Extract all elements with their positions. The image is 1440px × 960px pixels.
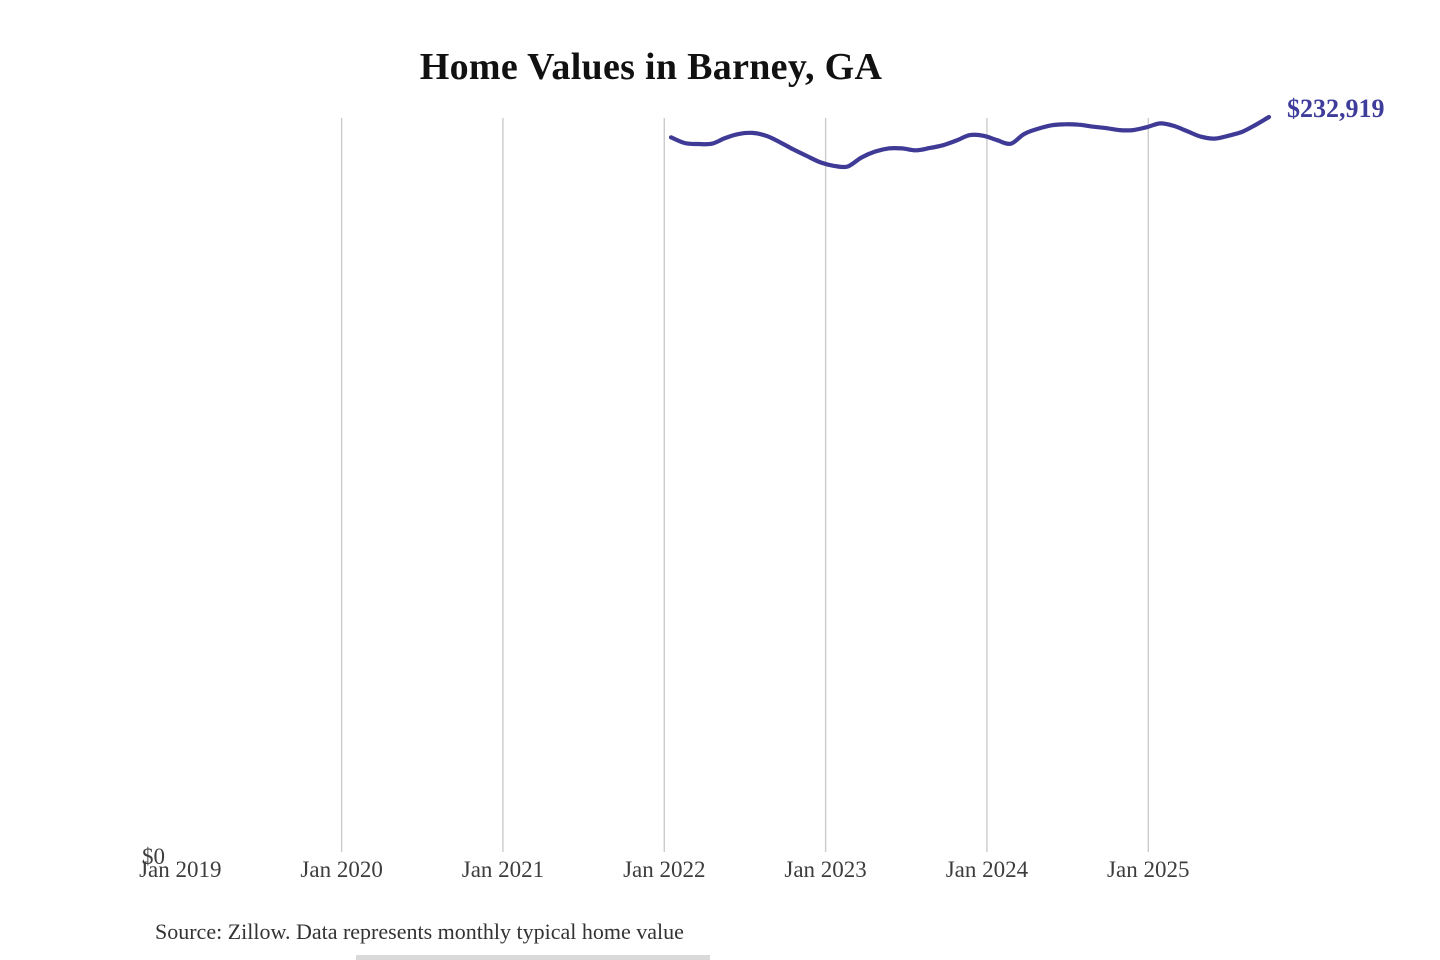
chart-title: Home Values in Barney, GA <box>419 46 883 88</box>
x-axis-tick-label: Jan 2025 <box>1107 857 1190 882</box>
home-value-line <box>668 114 1272 170</box>
x-axis-tick-label: Jan 2023 <box>784 857 867 882</box>
x-axis-tick-label: Jan 2020 <box>300 857 383 882</box>
x-axis-tick-label: Jan 2022 <box>623 857 706 882</box>
latest-value-label: $232,919 <box>1287 94 1385 123</box>
x-axis-tick-label: Jan 2024 <box>945 857 1029 882</box>
source-note: Source: Zillow. Data represents monthly … <box>155 919 684 944</box>
cropped-bottom-element-edge <box>356 955 710 960</box>
y-axis-zero-label: $0 <box>142 844 165 869</box>
x-axis-tick-label: Jan 2021 <box>461 857 545 882</box>
x-axis-tick-label: Jan 2019 <box>139 857 222 882</box>
